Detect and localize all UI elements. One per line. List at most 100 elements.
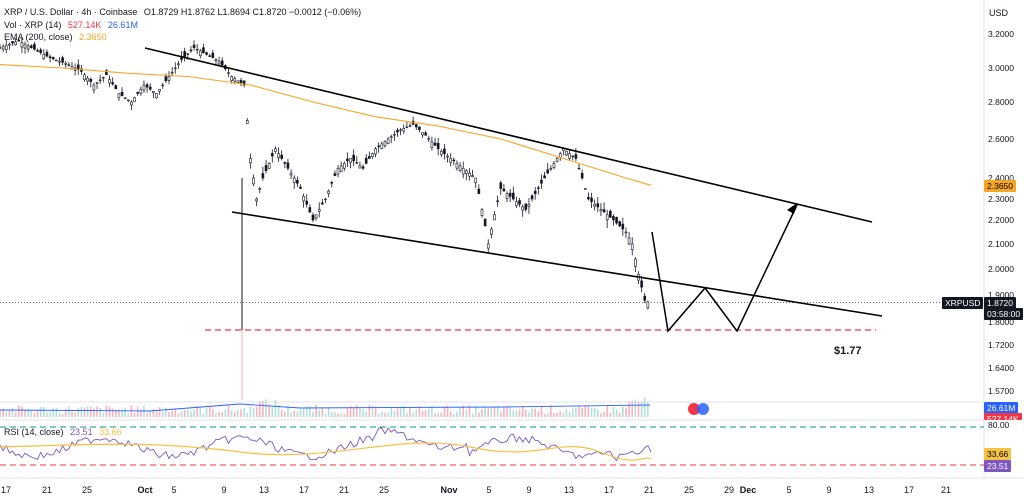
candle-body	[555, 158, 559, 162]
time-tick-label: 17	[1, 485, 11, 495]
price-tick-label: 2.0000	[988, 264, 1014, 274]
candle-body	[324, 198, 327, 201]
candle-body	[577, 167, 581, 170]
candle-body	[458, 165, 462, 171]
price-tick-label: 1.8000	[988, 317, 1014, 327]
candle-body	[280, 154, 283, 159]
candle-body	[515, 201, 518, 207]
candle-body	[565, 150, 568, 156]
time-tick-label: 25	[82, 485, 92, 495]
candle-body	[64, 63, 68, 65]
candle-body	[543, 175, 546, 179]
candle-body	[402, 128, 406, 132]
candle-body	[646, 301, 650, 309]
rsi-ma-line	[0, 442, 652, 461]
candle-body	[48, 56, 52, 59]
candle-body	[314, 214, 318, 219]
candle-body	[440, 150, 443, 155]
candle-body	[505, 193, 509, 199]
candle-body	[393, 134, 396, 136]
candle-body	[227, 72, 230, 74]
candle-body	[524, 203, 528, 210]
candle-body	[220, 60, 224, 66]
candle-body	[20, 42, 24, 48]
candle-body	[252, 177, 255, 185]
candle-body	[164, 76, 168, 82]
candle-body	[368, 156, 371, 159]
candle-body	[270, 153, 274, 157]
candle-body	[89, 78, 93, 82]
candle-body	[302, 196, 305, 202]
candle-body	[1, 46, 5, 50]
candle-body	[593, 203, 596, 207]
candle-body	[508, 192, 512, 197]
candle-body	[634, 258, 637, 267]
candle-body	[192, 44, 196, 48]
ohlc-values: O1.8729 H1.8762 L1.8694 C1.8720 −0.0012 …	[143, 7, 362, 17]
candle-body	[496, 200, 499, 202]
candle-body	[499, 182, 503, 189]
currency-label: USD	[988, 8, 1008, 18]
candle-body	[11, 41, 14, 44]
candle-body	[424, 132, 427, 136]
candle-body	[364, 157, 368, 164]
candle-body	[308, 207, 312, 213]
candle-body	[108, 79, 111, 84]
candle-body	[461, 167, 465, 175]
candle-body	[274, 148, 277, 152]
candle-body	[521, 206, 524, 211]
candle-body	[292, 177, 296, 184]
candle-body	[342, 163, 346, 169]
candle-body	[139, 88, 143, 94]
candle-body	[615, 217, 618, 224]
time-tick-label: 9	[826, 485, 831, 495]
price-tick-label: 2.1000	[988, 239, 1014, 249]
candle-body	[26, 45, 30, 50]
rsi-label: RSI (14, close)	[4, 427, 64, 437]
candle-body	[98, 79, 102, 82]
rsi-ma-tag: 33.66	[984, 448, 1012, 460]
candle-body	[383, 141, 387, 146]
candle-body	[527, 203, 531, 207]
candle-body	[145, 84, 149, 88]
candle-body	[152, 91, 155, 94]
ema-label: EMA (200, close)	[4, 32, 73, 42]
candle-body	[86, 77, 89, 82]
time-tick-label: 29	[724, 485, 734, 495]
candle-body	[167, 76, 171, 81]
projection-path	[651, 204, 798, 333]
candle-body	[158, 88, 161, 92]
candle-body	[264, 165, 268, 171]
candle-body	[486, 243, 490, 249]
time-tick-label: 13	[259, 485, 269, 495]
price-tick-label: 1.9000	[988, 290, 1014, 300]
candle-body	[242, 80, 246, 86]
candle-body	[299, 186, 302, 189]
candle-body	[355, 162, 359, 164]
candle-body	[474, 177, 478, 183]
price-tick-label: 3.2000	[988, 29, 1014, 39]
time-tick-label: Nov	[440, 485, 457, 495]
candle-body	[643, 295, 647, 301]
candle-body	[618, 221, 622, 227]
candle-body	[286, 162, 290, 169]
price-tick-label: 2.6000	[988, 134, 1014, 144]
price-tick-label: 3.0000	[988, 63, 1014, 73]
candle-body	[120, 91, 124, 96]
candle-body	[421, 132, 424, 136]
candle-body	[29, 45, 33, 48]
candle-body	[45, 51, 49, 57]
candle-body	[590, 197, 593, 202]
candle-body	[233, 78, 237, 82]
candle-body	[408, 125, 412, 127]
price-tick-label: 2.8000	[988, 97, 1014, 107]
candle-body	[55, 59, 58, 62]
countdown-tag: 03:58:00	[984, 308, 1024, 320]
candle-body	[468, 172, 471, 177]
volume-ma-tag: 26.61M	[984, 402, 1019, 414]
candle-body	[177, 63, 180, 65]
candle-body	[95, 82, 99, 84]
time-tick-label: Dec	[740, 485, 757, 495]
candle-body	[133, 97, 136, 102]
